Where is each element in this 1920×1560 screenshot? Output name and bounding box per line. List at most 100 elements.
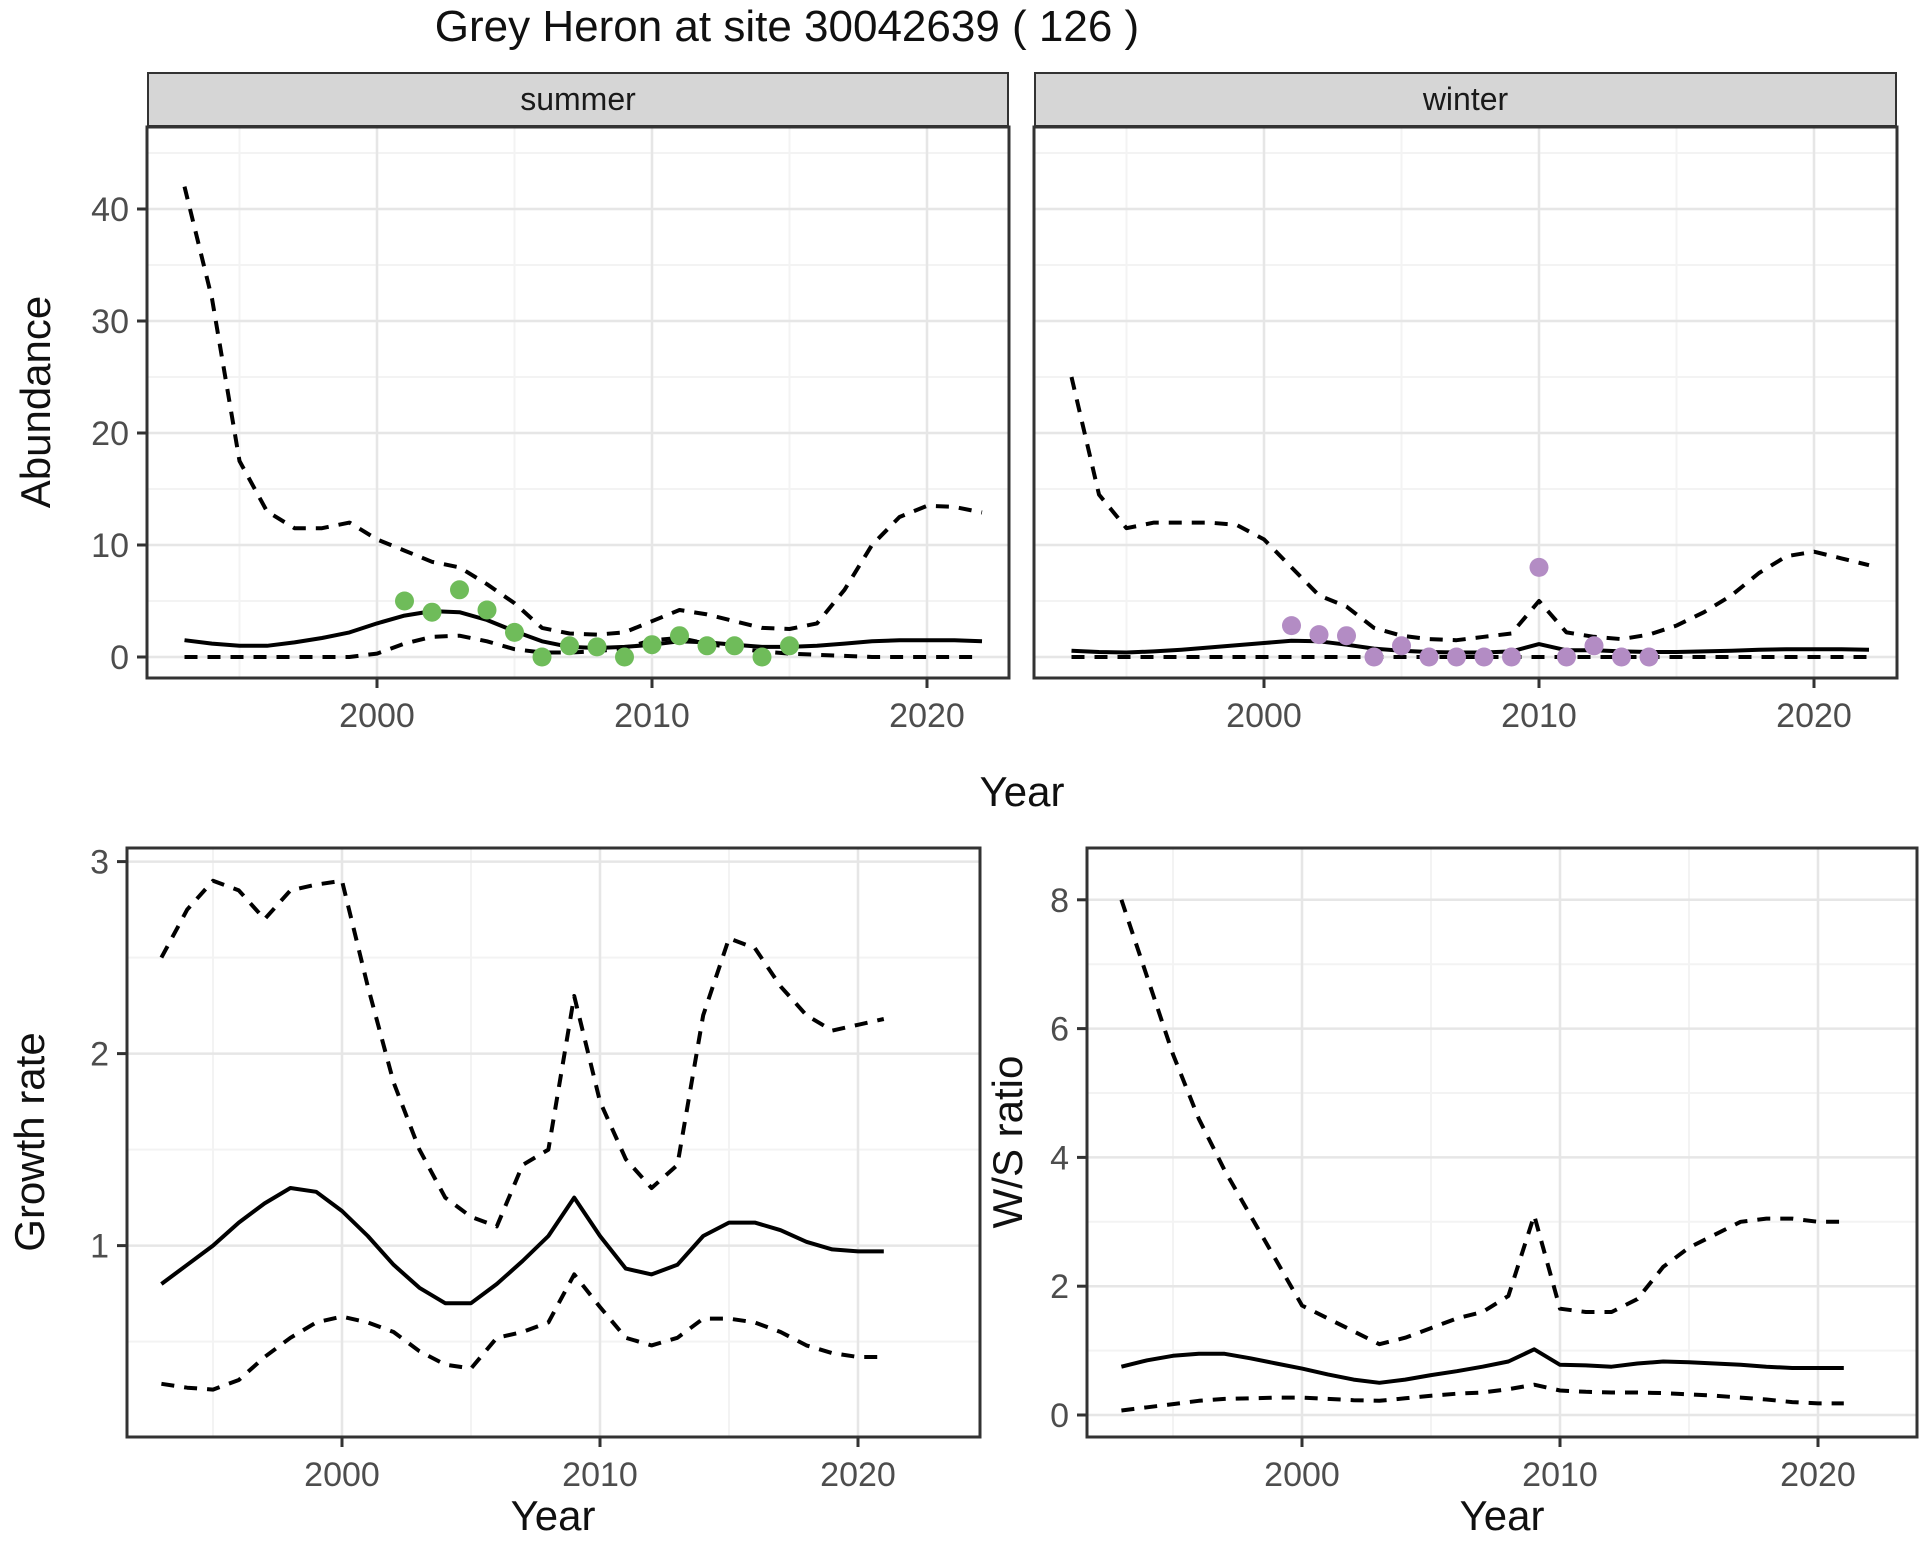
series-solid [1071,638,1870,655]
x-tick-label: 2000 [1264,1456,1340,1494]
data-point [1309,625,1329,645]
abundance-winter-panel: 2000 2010 2020 [1032,125,1899,735]
grid-minor [1087,848,1917,1437]
abundance-x-axis-title: Year [979,768,1065,815]
x-tick-label: 2020 [889,697,965,735]
data-point [697,636,717,656]
grid-major [1034,127,1897,678]
data-point [422,602,442,622]
abundance-summer-panel: 2000 2010 2020 0 10 20 30 40 [91,125,1011,735]
series-solid [160,1186,884,1306]
x-tick-label: 2010 [614,697,690,735]
y-tick-label: 40 [91,191,129,229]
data-point [615,647,634,667]
axis-ticks: 2000 2010 2020 1 2 3 [90,844,896,1494]
facet-strip-winter-label: winter [1422,81,1509,117]
grid-major [1087,848,1917,1437]
data-point [1337,626,1356,646]
y-tick-label: 1 [90,1228,109,1266]
ws-ratio-panel: 2000 2010 2020 0 2 4 6 8 [1050,846,1919,1494]
data-point [670,626,689,646]
panel-border [1032,125,1899,680]
x-tick-label: 2020 [820,1456,896,1494]
data-point [642,635,662,655]
series-solid [184,609,983,650]
data-point [1447,647,1466,667]
facet-strip-winter: winter [1034,72,1897,127]
series-solid [1120,1347,1844,1385]
series-lines [1069,376,1870,659]
data-point [725,636,744,656]
growth-rate-panel: 2000 2010 2020 1 2 3 [90,844,982,1494]
series-dashed [161,1272,884,1392]
grid-minor [147,127,1009,678]
data-point [1529,557,1549,577]
data-point [1584,636,1604,656]
grid-minor [1034,127,1897,678]
data-point [395,591,414,611]
data-point [752,647,772,667]
data-point [450,580,469,600]
data-point [1282,616,1301,636]
data-point [1392,636,1411,656]
facet-strip-summer-label: summer [520,81,636,117]
data-point [587,637,607,657]
series-dashed [1069,376,1870,643]
data-point [560,636,579,656]
data-point [1612,647,1631,667]
series-dashed [184,633,982,659]
x-tick-label: 2020 [1780,1456,1856,1494]
x-tick-label: 2000 [304,1456,380,1494]
x-tick-label: 2010 [1501,697,1577,735]
y-tick-label: 10 [91,527,129,565]
facet-strip-summer: summer [147,72,1009,127]
data-point [1639,647,1659,667]
y-tick-label: 20 [91,415,129,453]
axis-ticks: 2000 2010 2020 0 2 4 6 8 [1050,882,1856,1494]
y-tick-label: 3 [90,844,109,882]
panel-border [125,846,982,1439]
data-point [1474,647,1494,667]
data-point [1502,647,1521,667]
data-point [1557,647,1576,667]
figure-title: Grey Heron at site 30042639 ( 126 ) [434,2,1140,51]
y-tick-label: 2 [1050,1268,1069,1306]
data-point [477,600,497,620]
growth-x-axis-title: Year [510,1492,596,1539]
x-tick-label: 2000 [339,697,415,735]
series-lines [182,186,983,659]
observed-points [1282,557,1659,667]
x-tick-label: 2000 [1226,697,1302,735]
growth-y-axis-title: Growth rate [6,1032,53,1252]
y-tick-label: 4 [1050,1139,1069,1177]
ws-x-axis-title: Year [1459,1492,1545,1539]
data-point [505,622,524,642]
series-dashed [159,878,885,1229]
y-tick-label: 6 [1050,1011,1069,1049]
panel-border [1085,846,1919,1439]
x-tick-label: 2010 [562,1456,638,1494]
observed-points [395,580,799,667]
y-tick-label: 2 [90,1036,109,1074]
grid-minor [127,848,980,1437]
data-point [1364,647,1384,667]
y-tick-label: 0 [110,639,129,677]
panel-border [145,125,1011,680]
series-dashed [1119,899,1844,1347]
series-dashed [182,186,983,637]
x-tick-label: 2020 [1776,697,1852,735]
series-dashed [1121,1382,1844,1413]
y-tick-label: 8 [1050,882,1069,920]
abundance-y-axis-title: Abundance [12,295,59,509]
x-tick-label: 2010 [1522,1456,1598,1494]
axis-ticks: 2000 2010 2020 0 10 20 30 40 [91,191,965,735]
y-tick-label: 30 [91,303,129,341]
grid-major [127,848,980,1437]
series-lines [1119,899,1844,1413]
y-tick-label: 0 [1050,1397,1069,1435]
grid-major [147,127,1009,678]
data-point [1419,647,1439,667]
axis-ticks: 2000 2010 2020 [1226,678,1852,735]
data-point [780,636,799,656]
